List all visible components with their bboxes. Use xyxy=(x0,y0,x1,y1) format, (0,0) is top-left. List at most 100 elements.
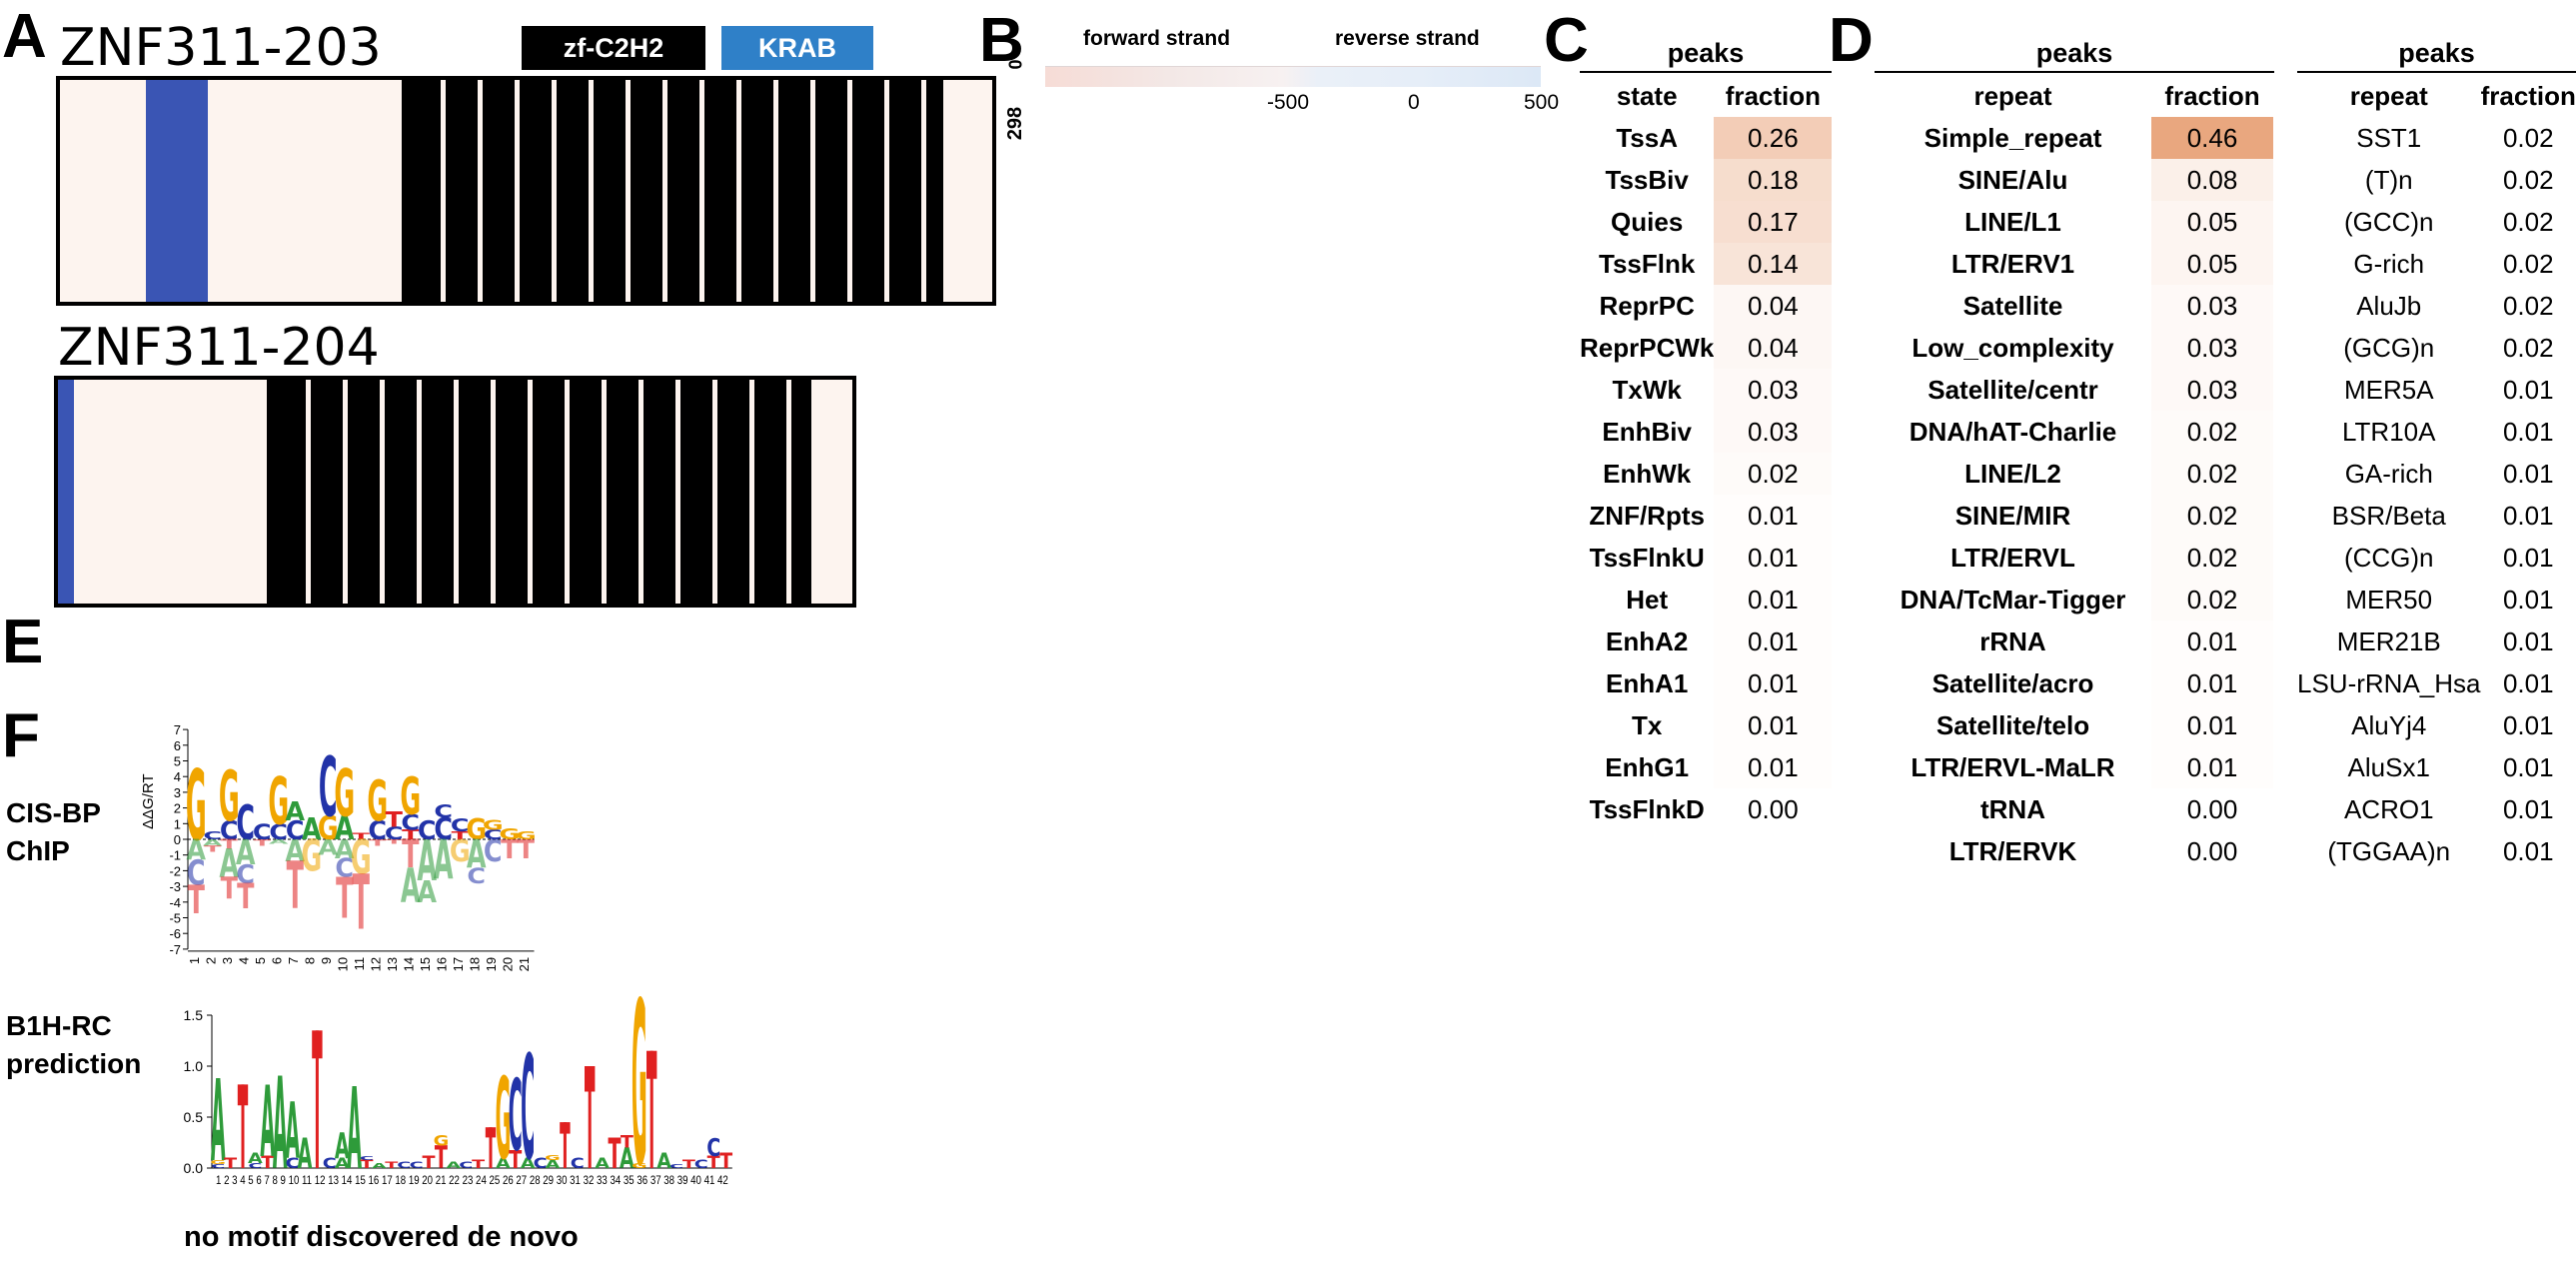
x-tick-label: 5 xyxy=(253,957,268,964)
row-label: G-rich xyxy=(2353,248,2425,279)
base-letter-t: T xyxy=(402,827,420,842)
x-tick-label: 3 xyxy=(220,957,235,964)
base-letter-a: A xyxy=(285,833,305,869)
table-row: Het 0.01 xyxy=(1580,579,1833,621)
row-label: DNA/hAT-Charlie xyxy=(1909,416,2117,447)
table-c-rule xyxy=(1580,71,1832,73)
krab-domain xyxy=(146,80,208,302)
table-row: EnhWk 0.02 xyxy=(1580,453,1833,495)
base-letter-t: T xyxy=(360,1157,373,1171)
table-row: AluSx1 0.01 xyxy=(2297,746,2576,788)
row-fraction: 0.04 xyxy=(1714,327,1833,369)
row-fraction: 0.02 xyxy=(2502,206,2554,237)
base-letter-g: G xyxy=(301,831,322,881)
zf-separator xyxy=(749,380,754,604)
base-letter-g: G xyxy=(466,814,487,847)
base-letter-c: C xyxy=(187,854,206,894)
row-label: (TGGAA)n xyxy=(2327,835,2451,866)
x-tick-label: 9 xyxy=(319,957,334,964)
base-letter-a: A xyxy=(595,1155,610,1172)
base-letter-t-stem xyxy=(489,1127,493,1168)
row-fraction: 0.01 xyxy=(2151,662,2273,704)
table-row: EnhBiv 0.03 xyxy=(1580,411,1833,453)
base-letter-t: T xyxy=(254,838,271,848)
base-letter-t: T xyxy=(237,877,255,917)
heatmap-y-top: 0 xyxy=(1005,59,1026,70)
base-letter-a: A xyxy=(298,1129,313,1178)
zf-separator xyxy=(786,380,791,604)
isoform-title-204: ZNF311-204 xyxy=(58,318,380,378)
table-row: TssFlnk 0.14 xyxy=(1580,243,1833,285)
base-letter-c: C xyxy=(220,816,239,846)
base-letter-g: G xyxy=(483,817,504,832)
zf-separator xyxy=(921,80,926,302)
zf-separator xyxy=(478,80,483,302)
base-letter-g: G xyxy=(400,766,421,827)
row-label: Tx xyxy=(1632,709,1663,740)
row-fraction: 0.02 xyxy=(2151,537,2273,579)
x-tick-label: 21 xyxy=(517,957,532,971)
row-fraction: 0.17 xyxy=(1714,201,1833,243)
cisbp-label: CIS-BP ChIP xyxy=(6,794,101,870)
krab-domain xyxy=(58,380,74,604)
base-letter-t: T xyxy=(353,831,370,841)
row-fraction: 0.02 xyxy=(2151,579,2273,621)
row-fraction: 0.01 xyxy=(1714,579,1833,621)
table-row: ZNF/Rpts 0.01 xyxy=(1580,495,1833,537)
row-label: (T)n xyxy=(2364,164,2413,195)
table-row: Quies 0.17 xyxy=(1580,201,1833,243)
x-tick-label: 16 xyxy=(435,957,450,971)
table-row: EnhG1 0.01 xyxy=(1580,746,1833,788)
heatmap-tick-0: 0 xyxy=(1408,91,1420,114)
table-row: DNA/TcMar-Tigger 0.02 xyxy=(1875,579,2273,621)
b1h-label-line1: B1H-RC xyxy=(6,1010,112,1041)
base-letter-t-stem xyxy=(563,1122,567,1168)
row-label: TssFlnkD xyxy=(1589,793,1705,824)
panel-label-b: B xyxy=(979,6,1024,75)
table-row: TssBiv 0.18 xyxy=(1580,159,1833,201)
base-letter-c: C xyxy=(434,802,453,822)
table-row: LTR/ERV1 0.05 xyxy=(1875,243,2273,285)
base-letter-a: A xyxy=(211,1057,226,1184)
x-tick-label: 13 xyxy=(385,957,400,971)
panel-label-c: C xyxy=(1544,6,1589,75)
row-fraction: 0.01 xyxy=(2502,626,2554,656)
y-tick-label: 0.5 xyxy=(184,1109,204,1125)
base-letter-g: G xyxy=(632,984,647,1184)
row-label: MER5A xyxy=(2343,374,2434,405)
base-letter-c: C xyxy=(571,1155,585,1172)
row-fraction: 0.04 xyxy=(1714,285,1833,327)
base-letter-c: C xyxy=(509,1058,523,1173)
y-tick-label: -1 xyxy=(169,848,181,863)
y-tick-label: -2 xyxy=(169,863,181,878)
zf-separator xyxy=(712,380,717,604)
row-label: Satellite/acro xyxy=(1932,667,2094,698)
base-letter-c: C xyxy=(418,816,437,846)
zf-separator xyxy=(552,80,557,302)
table-row: GA-rich 0.01 xyxy=(2297,453,2576,495)
y-tick-label: 1.5 xyxy=(184,1007,204,1023)
row-label: ReprPC xyxy=(1599,290,1695,321)
row-label: MER21B xyxy=(2336,626,2441,656)
row-label: MER50 xyxy=(2345,584,2433,615)
heatmap-tick-500: 500 xyxy=(1524,91,1560,114)
base-letter-a: A xyxy=(401,859,421,914)
base-letter-g: G xyxy=(367,769,388,835)
row-label: LINE/L2 xyxy=(1964,458,2061,489)
table-row: ReprPC 0.04 xyxy=(1580,285,1833,327)
y-tick-label: -4 xyxy=(169,895,181,910)
row-label: LTR/ERVL-MaLR xyxy=(1911,751,2115,782)
row-label: Satellite xyxy=(1962,290,2063,321)
cisbp-label-line1: CIS-BP xyxy=(6,797,101,828)
base-letter-a: A xyxy=(620,1142,635,1175)
row-label: AluJb xyxy=(2356,290,2422,321)
row-fraction: 0.00 xyxy=(1714,788,1833,830)
x-tick-label: 19 xyxy=(484,957,499,971)
row-label: EnhA1 xyxy=(1606,667,1689,698)
base-letter-c: C xyxy=(236,860,255,890)
isoform-title-203: ZNF311-203 xyxy=(60,18,382,78)
row-label: rRNA xyxy=(1979,626,2046,656)
base-letter-g: G xyxy=(496,1055,512,1184)
table-row: Tx 0.01 xyxy=(1580,704,1833,746)
row-fraction: 0.05 xyxy=(2151,243,2273,285)
